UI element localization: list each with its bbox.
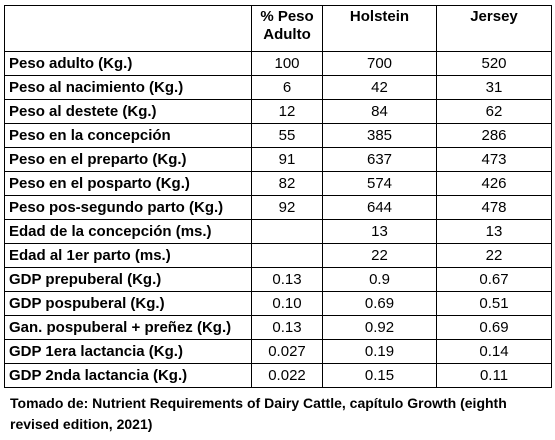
table-row: Peso al destete (Kg.) 12 84 62 [4,99,552,124]
row-label-cell: Peso en la concepción [4,123,252,148]
jersey-cell: 13 [436,219,552,244]
table-row: Edad al 1er parto (ms.) 22 22 [4,243,552,268]
jersey-cell: 0.69 [436,315,552,340]
jersey-cell: 520 [436,51,552,76]
pct-peso-adulto-cell: 0.13 [251,315,323,340]
jersey-cell: 286 [436,123,552,148]
holstein-cell: 644 [322,195,437,220]
header-jersey: Jersey [436,5,552,52]
holstein-cell: 574 [322,171,437,196]
holstein-cell: 0.69 [322,291,437,316]
jersey-cell: 22 [436,243,552,268]
table-row: Edad de la concepción (ms.) 13 13 [4,219,552,244]
table-row: GDP prepuberal (Kg.) 0.13 0.9 0.67 [4,267,552,292]
jersey-cell: 0.51 [436,291,552,316]
table-row: GDP 1era lactancia (Kg.) 0.027 0.19 0.14 [4,339,552,364]
pct-peso-adulto-cell [251,219,323,244]
jersey-cell: 31 [436,75,552,100]
header-holstein: Holstein [322,5,437,52]
data-table: % Peso Adulto Holstein Jersey Peso adult… [4,5,552,388]
holstein-cell: 0.15 [322,363,437,388]
jersey-cell: 473 [436,147,552,172]
header-pct-peso-adulto: % Peso Adulto [251,5,323,52]
table-row: Peso en el preparto (Kg.) 91 637 473 [4,147,552,172]
row-label-cell: GDP prepuberal (Kg.) [4,267,252,292]
row-label-cell: GDP 1era lactancia (Kg.) [4,339,252,364]
table-row: Peso en el posparto (Kg.) 82 574 426 [4,171,552,196]
table-row: Peso al nacimiento (Kg.) 6 42 31 [4,75,552,100]
pct-peso-adulto-cell: 82 [251,171,323,196]
pct-peso-adulto-cell: 6 [251,75,323,100]
holstein-cell: 0.19 [322,339,437,364]
pct-peso-adulto-cell: 91 [251,147,323,172]
row-label-cell: Edad de la concepción (ms.) [4,219,252,244]
holstein-cell: 700 [322,51,437,76]
pct-peso-adulto-cell: 0.022 [251,363,323,388]
holstein-cell: 637 [322,147,437,172]
table-row: Peso en la concepción 55 385 286 [4,123,552,148]
table-row: GDP 2nda lactancia (Kg.) 0.022 0.15 0.11 [4,363,552,388]
pct-peso-adulto-cell [251,243,323,268]
row-label-cell: Peso en el posparto (Kg.) [4,171,252,196]
holstein-cell: 385 [322,123,437,148]
table-row: Peso adulto (Kg.) 100 700 520 [4,51,552,76]
row-label-cell: Peso al destete (Kg.) [4,99,252,124]
pct-peso-adulto-cell: 0.13 [251,267,323,292]
jersey-cell: 426 [436,171,552,196]
pct-peso-adulto-cell: 0.10 [251,291,323,316]
holstein-cell: 84 [322,99,437,124]
row-label-cell: Peso pos-segundo parto (Kg.) [4,195,252,220]
header-empty-cell [4,5,252,52]
holstein-cell: 22 [322,243,437,268]
pct-peso-adulto-cell: 92 [251,195,323,220]
table-row: Peso pos-segundo parto (Kg.) 92 644 478 [4,195,552,220]
jersey-cell: 0.14 [436,339,552,364]
holstein-cell: 0.9 [322,267,437,292]
row-label-cell: Peso adulto (Kg.) [4,51,252,76]
holstein-cell: 42 [322,75,437,100]
source-caption: Tomado de: Nutrient Requirements of Dair… [10,395,507,432]
holstein-cell: 13 [322,219,437,244]
pct-peso-adulto-cell: 100 [251,51,323,76]
jersey-cell: 0.11 [436,363,552,388]
table-header-row: % Peso Adulto Holstein Jersey [4,5,552,52]
row-label-cell: Edad al 1er parto (ms.) [4,243,252,268]
jersey-cell: 478 [436,195,552,220]
jersey-cell: 62 [436,99,552,124]
row-label-cell: Peso en el preparto (Kg.) [4,147,252,172]
table-row: GDP pospuberal (Kg.) 0.10 0.69 0.51 [4,291,552,316]
pct-peso-adulto-cell: 0.027 [251,339,323,364]
holstein-cell: 0.92 [322,315,437,340]
row-label-cell: Gan. pospuberal + preñez (Kg.) [4,315,252,340]
row-label-cell: Peso al nacimiento (Kg.) [4,75,252,100]
row-label-cell: GDP pospuberal (Kg.) [4,291,252,316]
pct-peso-adulto-cell: 55 [251,123,323,148]
table-row: Gan. pospuberal + preñez (Kg.) 0.13 0.92 0.… [4,315,552,340]
row-label-cell: GDP 2nda lactancia (Kg.) [4,363,252,388]
jersey-cell: 0.67 [436,267,552,292]
pct-peso-adulto-cell: 12 [251,99,323,124]
